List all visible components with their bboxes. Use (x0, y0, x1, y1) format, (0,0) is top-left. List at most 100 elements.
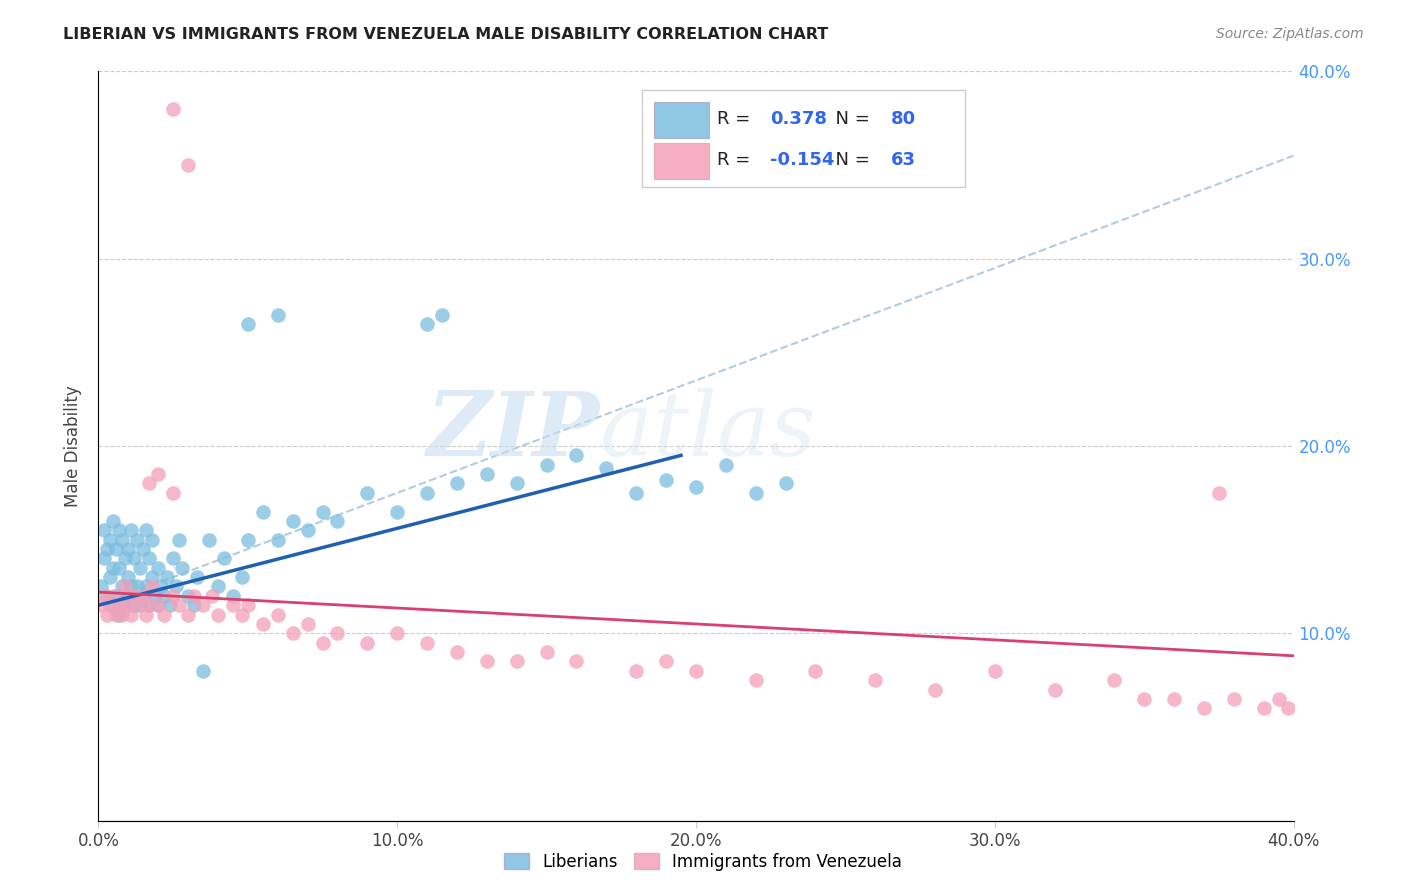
Point (129, 561, 152, 575)
Point (105, 589, 128, 603)
Point (385, 626, 409, 640)
Y-axis label: Male Disability: Male Disability (65, 385, 83, 507)
Point (685, 480, 707, 494)
Point (141, 533, 163, 547)
Point (252, 505, 274, 519)
Point (96, 607, 118, 622)
Point (153, 607, 176, 622)
Point (655, 473, 678, 487)
Point (129, 599, 152, 613)
Point (183, 589, 205, 603)
Point (159, 599, 181, 613)
Point (212, 551, 235, 566)
Point (162, 589, 184, 603)
Point (326, 514, 349, 528)
Point (865, 673, 887, 688)
Point (311, 505, 333, 519)
Point (183, 599, 205, 613)
Point (416, 318, 439, 332)
Text: 80: 80 (891, 110, 915, 128)
Point (153, 589, 176, 603)
FancyBboxPatch shape (643, 90, 965, 187)
Point (311, 635, 333, 649)
Point (93, 524, 115, 538)
Point (506, 476, 529, 491)
Point (93, 551, 115, 566)
Point (167, 599, 190, 613)
FancyBboxPatch shape (654, 102, 709, 138)
Point (267, 533, 290, 547)
Point (120, 524, 142, 538)
Point (172, 561, 194, 575)
Point (177, 607, 200, 622)
Point (108, 561, 131, 575)
Point (98, 599, 122, 613)
Point (1192, 701, 1215, 715)
Point (1277, 701, 1299, 715)
Text: 63: 63 (891, 151, 915, 169)
Point (506, 655, 529, 669)
Point (124, 551, 146, 566)
Point (191, 664, 214, 678)
Point (745, 486, 768, 500)
Point (416, 635, 439, 649)
Point (326, 626, 349, 640)
Point (143, 589, 166, 603)
Point (148, 561, 170, 575)
Point (120, 580, 142, 594)
Text: -0.154: -0.154 (770, 151, 834, 169)
Point (1223, 692, 1246, 706)
Point (117, 542, 139, 557)
Text: R =: R = (717, 151, 756, 169)
Text: LIBERIAN VS IMMIGRANTS FROM VENEZUELA MALE DISABILITY CORRELATION CHART: LIBERIAN VS IMMIGRANTS FROM VENEZUELA MA… (63, 27, 828, 42)
Point (150, 580, 173, 594)
Point (924, 682, 946, 697)
Point (626, 664, 648, 678)
Point (135, 607, 157, 622)
Point (446, 645, 468, 659)
Point (103, 514, 125, 528)
Point (1163, 692, 1185, 706)
Point (775, 476, 797, 491)
Point (103, 561, 125, 575)
Point (165, 580, 187, 594)
Point (141, 580, 163, 594)
Text: atlas: atlas (600, 388, 815, 475)
Point (267, 308, 290, 322)
Point (148, 599, 170, 613)
Point (135, 580, 157, 594)
Point (132, 589, 155, 603)
Point (267, 607, 290, 622)
Point (98, 533, 122, 547)
Point (114, 551, 136, 566)
Point (236, 533, 259, 547)
Point (132, 542, 155, 557)
Point (236, 318, 259, 332)
Point (93, 589, 115, 603)
Point (117, 570, 139, 584)
Point (138, 599, 160, 613)
Point (198, 533, 221, 547)
Point (446, 476, 468, 491)
Point (148, 467, 170, 482)
Point (162, 486, 184, 500)
Point (117, 589, 139, 603)
Point (1133, 692, 1156, 706)
Point (108, 607, 131, 622)
Point (1104, 673, 1126, 688)
Point (148, 599, 170, 613)
Point (186, 570, 208, 584)
Point (108, 524, 131, 538)
Point (565, 449, 588, 463)
Point (105, 542, 128, 557)
Point (177, 158, 200, 172)
Point (124, 599, 146, 613)
FancyBboxPatch shape (654, 143, 709, 178)
Point (201, 589, 224, 603)
Point (103, 589, 125, 603)
Text: ZIP: ZIP (427, 388, 600, 475)
Text: N =: N = (824, 110, 876, 128)
Point (281, 626, 304, 640)
Point (416, 486, 439, 500)
Point (1043, 682, 1066, 697)
